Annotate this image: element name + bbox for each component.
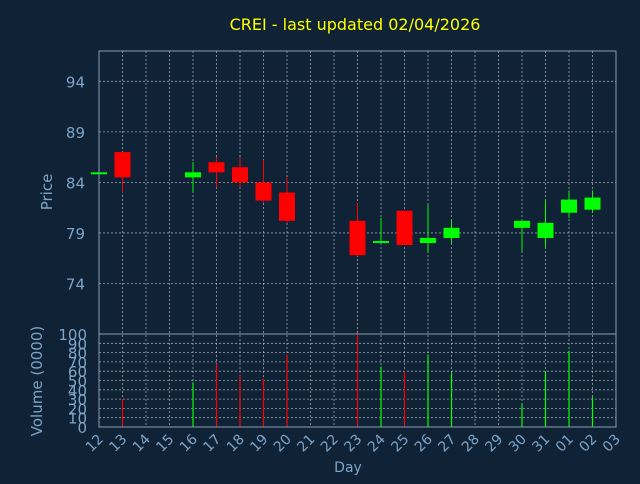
candle-body <box>232 167 248 183</box>
x-tick-label: 28 <box>459 432 483 456</box>
candle-body <box>185 172 201 178</box>
candle-body <box>208 162 225 173</box>
volume-tick-label: 60 <box>68 363 87 381</box>
candle-body <box>443 227 460 238</box>
price-tick-label: 89 <box>66 124 85 142</box>
x-axis-label: Day <box>334 460 362 476</box>
volume-panel-frame <box>98 333 617 428</box>
x-tick-label: 22 <box>318 432 342 456</box>
x-tick-label: 13 <box>106 432 130 456</box>
x-tick-label: 30 <box>506 432 530 456</box>
x-tick-label: 02 <box>576 432 600 456</box>
candle-body <box>279 192 295 221</box>
x-tick-label: 01 <box>553 432 577 456</box>
x-tick-label: 15 <box>153 432 177 456</box>
volume-tick-label: 20 <box>68 400 87 418</box>
x-tick-label: 17 <box>200 432 224 456</box>
volume-tick-label: 70 <box>68 354 87 372</box>
volume-tick-label: 90 <box>68 335 87 353</box>
x-tick-label: 14 <box>130 431 154 455</box>
price-tick-label: 74 <box>66 275 85 293</box>
x-tick-label: 24 <box>365 431 389 455</box>
price-axis-label: Price <box>38 174 56 211</box>
x-tick-label: 18 <box>224 432 248 456</box>
x-tick-label: 21 <box>294 432 318 456</box>
x-tick-label: 29 <box>482 432 506 456</box>
x-tick-label: 25 <box>388 432 412 456</box>
x-tick-label: 26 <box>412 431 436 455</box>
candle-body <box>537 222 554 238</box>
price-tick-label: 84 <box>66 174 85 192</box>
candle-body <box>584 197 601 210</box>
x-tick-label: 27 <box>435 432 459 456</box>
x-tick-label: 23 <box>341 432 365 456</box>
x-tick-label: 16 <box>177 431 201 455</box>
candle-body <box>420 237 436 244</box>
x-tick-label: 20 <box>271 432 295 456</box>
x-tick-label: 03 <box>600 432 624 456</box>
candle-body <box>561 199 577 213</box>
volume-tick-label: 30 <box>68 391 87 409</box>
volume-tick-label: 0 <box>77 419 87 437</box>
chart-title: CREI - last updated 02/04/2026 <box>230 15 481 34</box>
volume-axis-label: Volume (0000) <box>28 326 46 436</box>
candle-body <box>514 220 530 228</box>
candle-body <box>114 152 131 178</box>
volume-tick-label: 100 <box>58 326 87 344</box>
candle-body <box>349 220 366 256</box>
price-tick-label: 79 <box>66 225 85 243</box>
volume-tick-label: 50 <box>68 373 87 391</box>
x-tick-label: 31 <box>529 432 553 456</box>
candle-body <box>396 210 413 246</box>
volume-tick-label: 40 <box>68 382 87 400</box>
candle-body <box>373 241 389 244</box>
volume-tick-label: 80 <box>68 345 87 363</box>
price-tick-label: 94 <box>66 73 85 91</box>
candle-body <box>255 182 272 201</box>
volume-tick-label: 10 <box>68 410 87 428</box>
x-tick-label: 19 <box>247 432 271 456</box>
